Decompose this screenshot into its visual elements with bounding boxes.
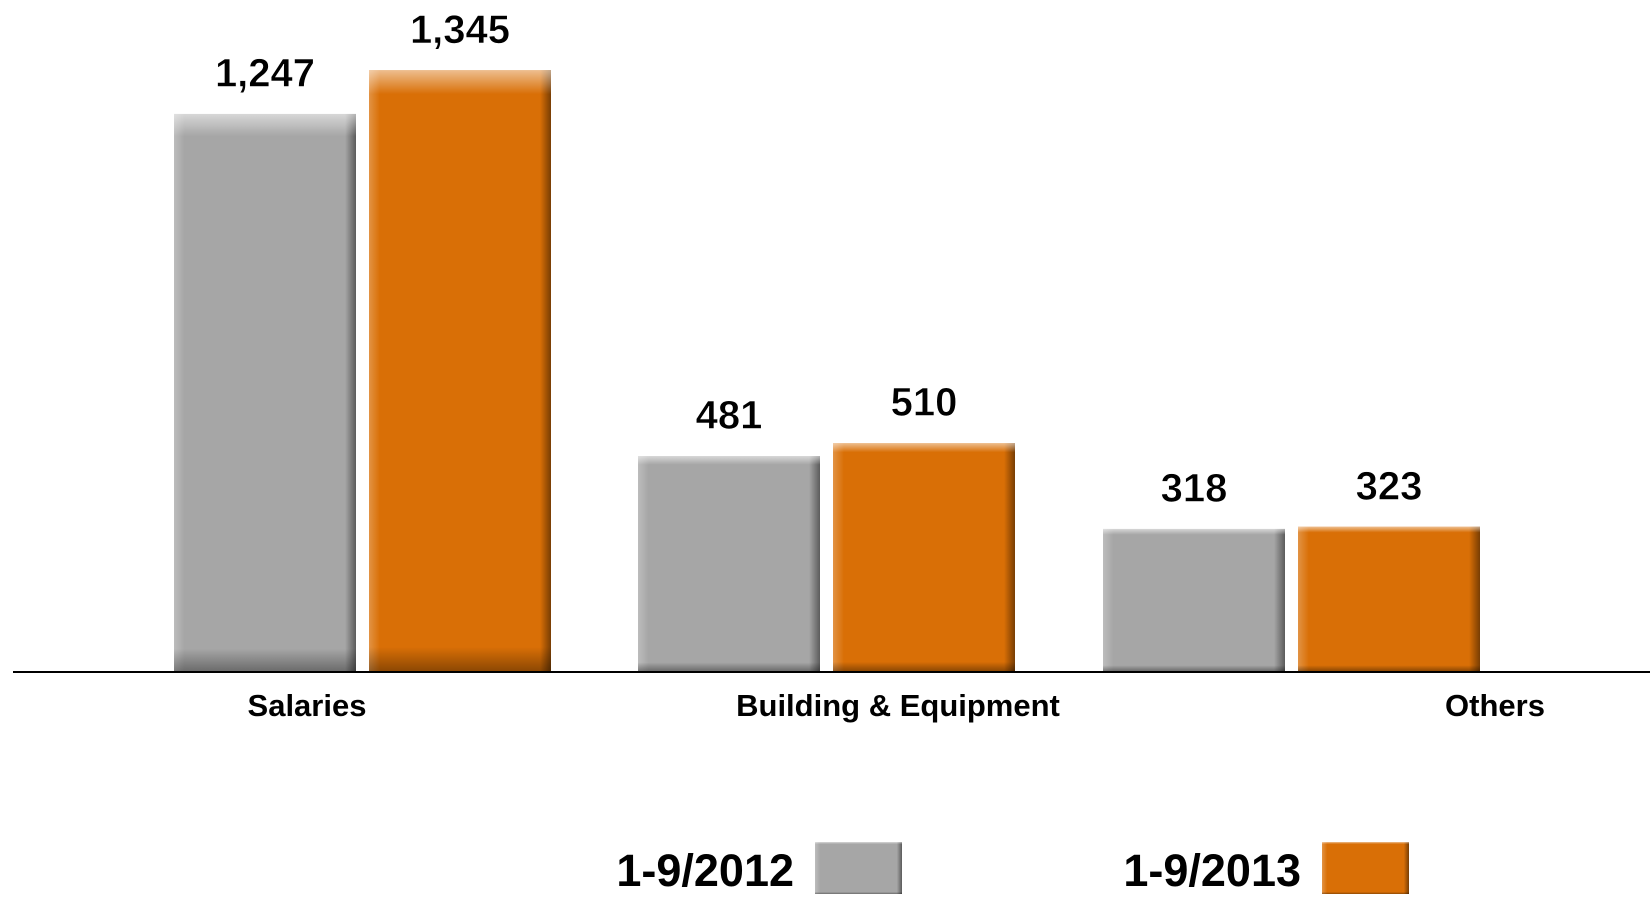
legend-label: 1-9/2012 <box>616 845 794 896</box>
data-label: 481 <box>696 394 763 438</box>
bar-bevel <box>174 113 356 672</box>
bar-bevel <box>1103 528 1285 671</box>
data-label: 510 <box>891 381 958 425</box>
x-tick-label: Others <box>1445 688 1545 723</box>
bar-bevel <box>833 443 1015 671</box>
bar-bevel <box>1298 526 1480 671</box>
data-label: 323 <box>1356 464 1423 508</box>
x-tick-label: Salaries <box>248 688 367 723</box>
data-label: 1,247 <box>215 52 315 96</box>
bar-bevel <box>369 70 551 672</box>
x-tick-label: Building & Equipment <box>736 688 1060 723</box>
legend-bevel <box>1322 842 1409 894</box>
data-label: 1,345 <box>410 8 510 52</box>
legend-bevel <box>815 842 902 894</box>
data-label: 318 <box>1161 467 1228 511</box>
legend-label: 1-9/2013 <box>1123 845 1301 896</box>
bar-bevel <box>638 456 820 671</box>
